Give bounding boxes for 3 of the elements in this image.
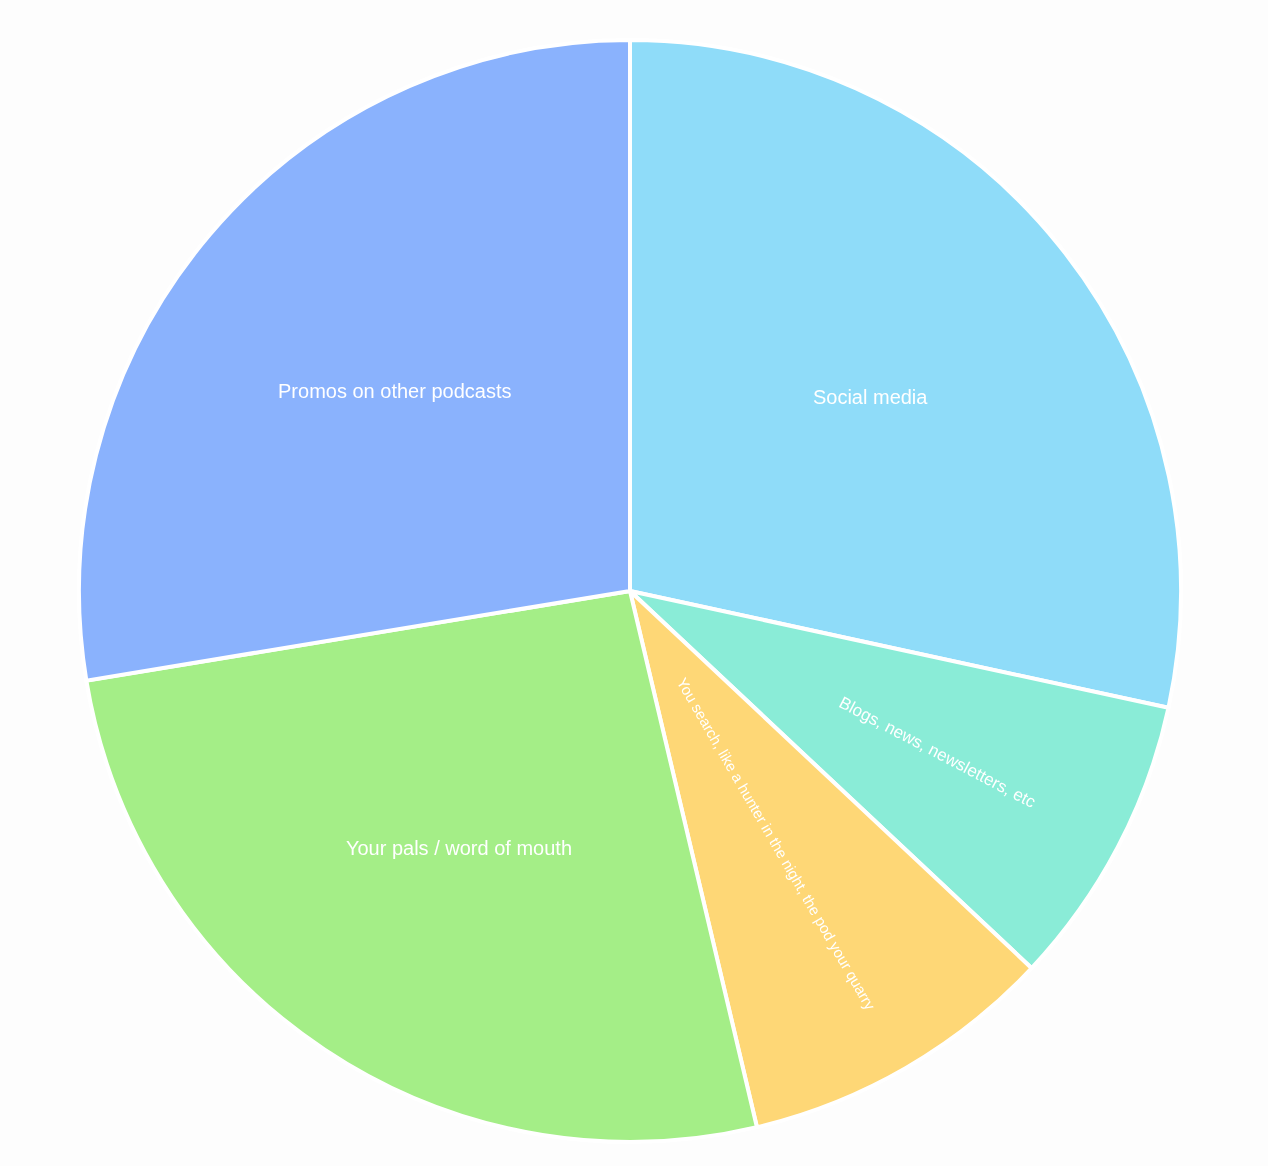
slice-label: Your pals / word of mouth — [345, 836, 573, 859]
slice-label: Promos on other podcasts — [278, 380, 512, 403]
slice-label: Social media — [812, 386, 929, 409]
